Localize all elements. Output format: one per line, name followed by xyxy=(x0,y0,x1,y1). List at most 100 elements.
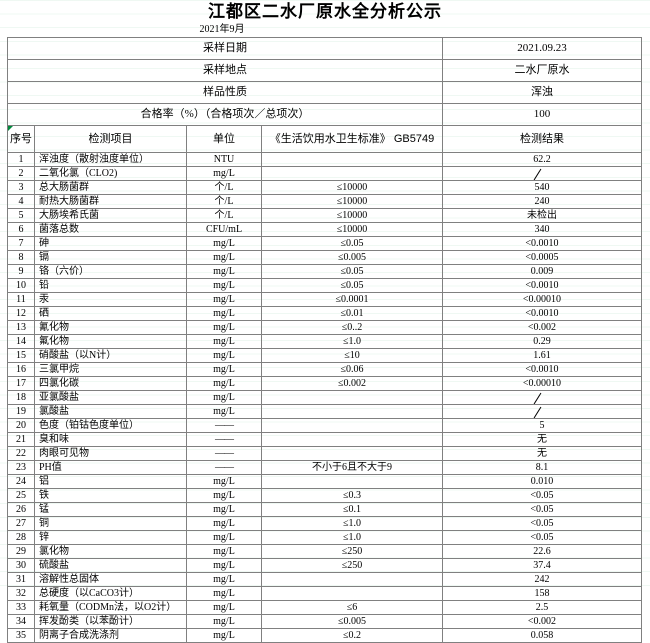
cell-standard: ≤250 xyxy=(261,544,443,559)
cell-unit: mg/L xyxy=(186,614,262,629)
cell-no: 8 xyxy=(7,250,35,265)
cell-item: 锰 xyxy=(34,502,187,517)
cell-standard: ≤0.3 xyxy=(261,488,443,503)
cell-no: 33 xyxy=(7,600,35,615)
cell-item: 亚氯酸盐 xyxy=(34,390,187,405)
meta-value: 二水厂原水 xyxy=(442,59,642,82)
cell-item: 菌落总数 xyxy=(34,222,187,237)
cell-standard xyxy=(261,446,443,461)
cell-standard xyxy=(261,586,443,601)
cell-result: <0.00010 xyxy=(442,376,642,391)
cell-no: 29 xyxy=(7,544,35,559)
cell-standard: ≤10000 xyxy=(261,194,443,209)
table-row: 13 氰化物 mg/L ≤0..2 <0.002 xyxy=(7,320,642,335)
cell-no: 3 xyxy=(7,180,35,195)
table-row: 9 铬（六价） mg/L ≤0.05 0.009 xyxy=(7,264,642,279)
cell-no: 15 xyxy=(7,348,35,363)
cell-unit-text: —— xyxy=(215,448,234,459)
cell-unit: mg/L xyxy=(186,362,262,377)
column-header-unit-label: 单位 xyxy=(213,132,235,145)
cell-standard xyxy=(261,152,443,167)
cell-item: 总硬度（以CaCO3计） xyxy=(34,586,187,601)
table-row: 17 四氯化碳 mg/L ≤0.002 <0.00010 xyxy=(7,376,642,391)
cell-standard: ≤0.2 xyxy=(261,628,443,643)
cell-standard: ≤0.01 xyxy=(261,306,443,321)
cell-result xyxy=(442,166,642,181)
cell-standard xyxy=(261,572,443,587)
column-header-result-label: 检测结果 xyxy=(520,132,564,145)
meta-label: 采样日期 xyxy=(7,37,443,60)
cell-result: 540 xyxy=(442,180,642,195)
cell-result: <0.002 xyxy=(442,614,642,629)
cell-item: 浑浊度（散射浊度单位） xyxy=(34,152,187,167)
cell-standard: ≤0.06 xyxy=(261,362,443,377)
cell-no: 7 xyxy=(7,236,35,251)
cell-standard: ≤0.0001 xyxy=(261,292,443,307)
cell-result: 242 xyxy=(442,572,642,587)
column-header-item-label: 检测项目 xyxy=(88,132,133,145)
cell-item: 三氯甲烷 xyxy=(34,362,187,377)
cell-result: <0.05 xyxy=(442,516,642,531)
table-row: 15 硝酸盐（以N计） mg/L ≤10 1.61 xyxy=(7,348,642,363)
cell-no: 12 xyxy=(7,306,35,321)
table-row: 30 硫酸盐 mg/L ≤250 37.4 xyxy=(7,558,642,573)
cell-result: 240 xyxy=(442,194,642,209)
cell-item: 挥发酚类（以苯酚计） xyxy=(34,614,187,629)
cell-result: 无 xyxy=(442,432,642,447)
cell-unit: mg/L xyxy=(186,488,262,503)
cell-result: 8.1 xyxy=(442,460,642,475)
table-row: 35 阴离子合成洗涤剂 mg/L ≤0.2 0.058 xyxy=(7,628,642,643)
cell-unit: mg/L xyxy=(186,292,262,307)
cell-standard: ≤10000 xyxy=(261,222,443,237)
cell-unit: mg/L xyxy=(186,390,262,405)
cell-unit: mg/L xyxy=(186,530,262,545)
cell-item: 铜 xyxy=(34,516,187,531)
cell-no: 10 xyxy=(7,278,35,293)
cell-no: 34 xyxy=(7,614,35,629)
cell-result: 0.058 xyxy=(442,628,642,643)
cell-item: 色度（铂钴色度单位） xyxy=(34,418,187,433)
cell-standard: ≤250 xyxy=(261,558,443,573)
cell-unit: mg/L xyxy=(186,404,262,419)
cell-unit: mg/L xyxy=(186,586,262,601)
cell-standard: ≤0..2 xyxy=(261,320,443,335)
meta-label: 合格率（%）（合格项次／总项次） xyxy=(7,103,443,126)
cell-no: 6 xyxy=(7,222,35,237)
cell-item: 肉眼可见物 xyxy=(34,446,187,461)
cell-item: 耗氧量（CODMn法，以O2计） xyxy=(34,600,187,615)
table-row: 22 肉眼可见物 —— 无 xyxy=(7,446,642,461)
water-analysis-table: 采样日期 2021.09.23 采样地点 二水厂原水 样品性质 浑浊 合格率（%）（合格项次… xyxy=(7,37,642,643)
page-title: 江都区二水厂原水全分析公示 xyxy=(208,2,442,21)
cell-result: 5 xyxy=(442,418,642,433)
cell-unit: mg/L xyxy=(186,348,262,363)
page-subtitle: 2021年9月 xyxy=(199,24,245,35)
cell-standard xyxy=(261,166,443,181)
cell-unit: mg/L xyxy=(186,306,262,321)
meta-value: 2021.09.23 xyxy=(442,37,642,60)
cell-item: 铬（六价） xyxy=(34,264,187,279)
cell-unit: mg/L xyxy=(186,572,262,587)
column-header-standard: 《生活饮用水卫生标准》 GB5749 xyxy=(261,125,443,153)
cell-result xyxy=(442,390,642,405)
table-row: 19 氯酸盐 mg/L xyxy=(7,404,642,419)
table-row: 7 砷 mg/L ≤0.05 <0.0010 xyxy=(7,236,642,251)
cell-unit: 个/L xyxy=(186,208,262,223)
table-row: 2 二氧化氯（CLO2) mg/L xyxy=(7,166,642,181)
cell-unit: mg/L xyxy=(186,320,262,335)
table-header-row: 序号 检测项目 单位 《生活饮用水卫生标准》 GB5749 检测结果 xyxy=(7,125,642,153)
cell-unit: mg/L xyxy=(186,516,262,531)
table-row: 4 耐热大肠菌群 个/L ≤10000 240 xyxy=(7,194,642,209)
cell-unit-text: —— xyxy=(215,434,234,445)
cell-result: <0.0010 xyxy=(442,362,642,377)
table-row: 27 铜 mg/L ≤1.0 <0.05 xyxy=(7,516,642,531)
cell-result: 2.5 xyxy=(442,600,642,615)
cell-no: 26 xyxy=(7,502,35,517)
cell-item: 汞 xyxy=(34,292,187,307)
cell-item: 总大肠菌群 xyxy=(34,180,187,195)
cell-result: <0.0010 xyxy=(442,306,642,321)
cell-no: 1 xyxy=(7,152,35,167)
cell-standard xyxy=(261,432,443,447)
slash-mark-icon xyxy=(533,168,551,179)
cell-no: 4 xyxy=(7,194,35,209)
cell-result: <0.0005 xyxy=(442,250,642,265)
